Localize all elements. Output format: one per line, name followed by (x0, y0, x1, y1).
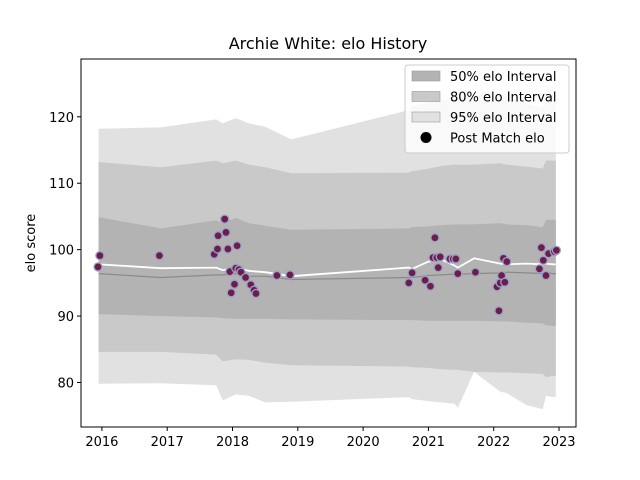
x-tick-label: 2020 (347, 435, 380, 450)
legend-label: 95% elo Interval (450, 111, 557, 126)
post-match-point (213, 231, 223, 241)
post-match-point (95, 250, 105, 261)
post-match-point (93, 262, 103, 272)
post-match-point (430, 233, 440, 243)
legend-swatch (411, 111, 441, 123)
interval-bands (98, 86, 556, 410)
y-axis: 80 90 100 110 120 (49, 111, 81, 391)
post-match-point (551, 245, 562, 255)
axes-frame (80, 58, 577, 428)
legend-swatch (411, 70, 441, 82)
post-match-point (220, 214, 230, 224)
legend-label: 80% elo Interval (450, 91, 557, 106)
post-match-point (251, 288, 261, 299)
x-tick-label: 2016 (85, 435, 118, 450)
legend-box (404, 64, 570, 154)
x-tick-label: 2022 (477, 435, 510, 450)
x-tick-label: 2021 (412, 435, 445, 450)
post-match-point (502, 256, 512, 267)
post-match-point (425, 281, 436, 291)
x-tick-label: 2017 (151, 435, 184, 450)
legend: 50% elo Interval 80% elo Interval 95% elo … (404, 64, 570, 154)
y-tick-label: 80 (57, 376, 74, 391)
post-match-point (226, 288, 236, 298)
post-match-point (240, 272, 251, 283)
post-match-point (538, 255, 548, 265)
y-tick-label: 100 (49, 244, 74, 259)
post-match-point (451, 254, 461, 264)
post-match-point (154, 250, 165, 261)
post-match-point (453, 268, 463, 279)
post-match-point (494, 306, 504, 316)
legend-label: 50% elo Interval (450, 70, 557, 85)
y-tick-label: 110 (49, 177, 74, 192)
legend-marker (420, 132, 432, 143)
post-match-point (223, 244, 233, 254)
plot-area (93, 86, 562, 410)
x-tick-label: 2023 (542, 435, 575, 450)
x-tick-label: 2019 (281, 435, 314, 450)
post-match-point (221, 227, 231, 238)
post-match-point (404, 278, 414, 288)
x-tick-label: 2018 (216, 435, 249, 450)
post-match-point (433, 262, 443, 273)
post-match-point (500, 277, 510, 287)
legend-label: Post Match elo (450, 132, 545, 147)
post-match-point (285, 270, 295, 280)
chart-title: Archie White: elo History (229, 34, 428, 53)
band-50-interval (98, 217, 556, 326)
post-match-point (232, 241, 242, 251)
post-match-point (272, 270, 282, 281)
post-match-point (420, 275, 430, 285)
post-match-point (541, 270, 551, 281)
y-tick-label: 90 (57, 310, 74, 325)
post-match-point (534, 264, 545, 274)
post-match-point (435, 252, 445, 262)
post-match-point (229, 279, 240, 289)
post-match-points (93, 214, 562, 316)
post-match-point (470, 267, 481, 277)
post-match-point (407, 268, 417, 278)
post-match-point (536, 242, 547, 253)
y-axis-label: elo score (24, 214, 39, 273)
y-tick-label: 120 (49, 111, 74, 126)
x-axis: 2016 2017 2018 2019 2020 2021 2022 2023 (85, 427, 576, 450)
legend-swatch (411, 91, 441, 102)
post-match-point (212, 244, 223, 254)
